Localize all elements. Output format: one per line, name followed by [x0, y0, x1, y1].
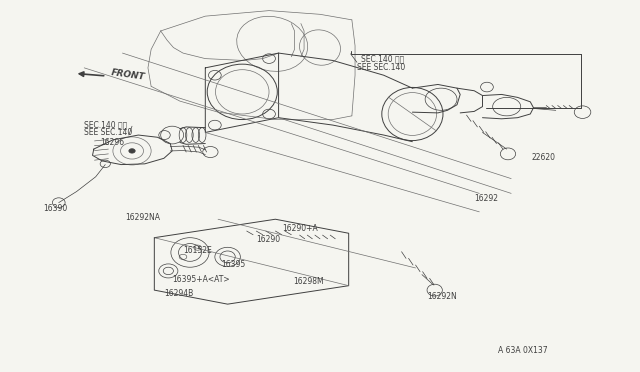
Text: SEE SEC.140: SEE SEC.140 — [84, 128, 132, 137]
Text: SEC.140 参照: SEC.140 参照 — [84, 121, 127, 129]
Text: 16292NA: 16292NA — [125, 213, 161, 222]
Text: SEC.140 参照: SEC.140 参照 — [362, 54, 404, 63]
Text: A 63A 0X137: A 63A 0X137 — [499, 346, 548, 355]
Text: 16290: 16290 — [256, 235, 280, 244]
Text: 16296: 16296 — [100, 138, 124, 147]
Text: 16395+A<AT>: 16395+A<AT> — [172, 275, 230, 283]
Text: 16390: 16390 — [43, 203, 67, 213]
Text: 16152E: 16152E — [183, 246, 212, 255]
Text: FRONT: FRONT — [111, 68, 146, 82]
Text: 16290+A: 16290+A — [282, 224, 317, 233]
Text: 16292: 16292 — [474, 195, 498, 203]
Text: 16294B: 16294B — [164, 289, 193, 298]
Ellipse shape — [129, 149, 135, 153]
Text: 22620: 22620 — [532, 153, 556, 162]
Text: 16292N: 16292N — [427, 292, 457, 301]
Text: SEE SEC.140: SEE SEC.140 — [357, 62, 405, 72]
Text: 16298M: 16298M — [293, 278, 324, 286]
Text: 16395: 16395 — [221, 260, 246, 269]
